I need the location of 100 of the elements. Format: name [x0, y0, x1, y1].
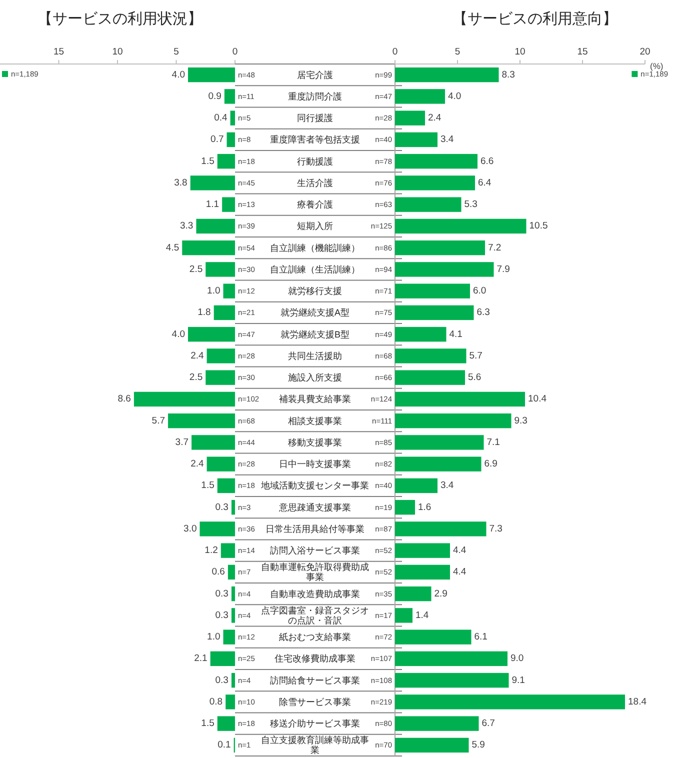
x-tick-label: 10	[112, 46, 123, 58]
data-label: 7.1	[486, 436, 500, 448]
data-label: 5.3	[464, 199, 478, 210]
category-label: 住宅改修費助成事業	[274, 654, 356, 664]
data-label: 0.1	[218, 740, 231, 751]
x-tick-label: 5	[454, 46, 460, 58]
category-label: 移動支援事業	[288, 437, 342, 448]
category-label: 訪問給食サービス事業	[270, 675, 360, 686]
data-label: 1.2	[204, 545, 218, 556]
category-label: 補装具費支給事業	[279, 394, 351, 404]
data-label: 3.4	[440, 480, 454, 492]
data-label: 7.9	[496, 264, 510, 275]
data-label: 0.4	[214, 112, 228, 124]
data-label: 2.5	[189, 264, 203, 275]
data-label: 1.0	[207, 286, 220, 297]
x-tick-label: 0	[392, 46, 398, 58]
title: 【サービスの利用意向】	[452, 10, 618, 28]
data-label: 1.4	[416, 610, 429, 621]
category-label: 移送介助サービス事業	[270, 718, 360, 729]
data-label: 2.1	[194, 653, 208, 664]
data-label: 8.6	[118, 394, 131, 405]
data-label: 0.6	[212, 566, 225, 578]
data-label: 9.3	[514, 415, 528, 426]
data-label: 6.7	[482, 718, 495, 730]
data-label: 2.9	[434, 588, 448, 600]
data-label: 3.7	[175, 436, 189, 448]
category-label: 訪問入浴サービス事業	[270, 546, 360, 556]
data-label: 1.6	[418, 502, 432, 513]
category-label: 日常生活用具給付等事業	[266, 524, 364, 534]
data-label: 9.0	[510, 653, 524, 664]
data-label: 3.4	[440, 134, 454, 146]
data-label: 0.3	[215, 502, 228, 513]
data-label: 2.4	[428, 112, 442, 124]
category-label: 自立訓練（生活訓練）	[270, 264, 360, 274]
category-label: 紙おむつ支給事業	[279, 632, 351, 642]
category-label: 生活介護	[297, 178, 333, 188]
category-label: 自動車改造費助成事業	[270, 588, 360, 599]
data-label: 6.1	[474, 632, 488, 643]
data-label: 2.4	[190, 350, 204, 362]
category-label: 就労継続支援B型	[280, 329, 350, 340]
data-label: 6.4	[478, 177, 492, 188]
x-tick-label: 5	[174, 46, 179, 58]
data-label: 1.8	[198, 307, 211, 318]
data-label: 0.9	[208, 90, 222, 102]
data-label: 1.5	[201, 718, 214, 730]
data-label: 10.4	[528, 394, 546, 405]
data-label: 0.3	[215, 588, 228, 600]
category-label: 短期入所	[297, 221, 333, 232]
data-label: 4.0	[172, 69, 185, 80]
category-label: 居宅介護	[297, 70, 333, 80]
data-label: 3.8	[174, 177, 188, 188]
category-label: 点字図書室・録音スタジオの点訳・音訳	[261, 605, 369, 626]
data-label: 1.5	[201, 156, 214, 167]
data-label: 0.3	[215, 610, 228, 621]
category-label: 療養介護	[297, 200, 333, 210]
data-label: 8.3	[502, 69, 515, 80]
data-label: 3.0	[184, 523, 197, 534]
data-label: 1.5	[201, 480, 214, 492]
x-axis-title: (%)	[650, 61, 664, 71]
data-label: 4.0	[172, 328, 185, 340]
data-label: 4.4	[453, 545, 466, 556]
title: 【サービスの利用状況】	[38, 10, 202, 28]
x-tick-label: 10	[514, 46, 526, 58]
data-label: 7.3	[489, 523, 502, 534]
data-label: 1.1	[206, 199, 220, 210]
category-label: 共同生活援助	[288, 350, 342, 361]
category-label: 地域活動支援センター事業	[261, 480, 369, 491]
category-label: 就労移行支援	[288, 286, 342, 296]
data-label: 9.1	[512, 674, 525, 686]
data-label: 18.4	[628, 696, 646, 708]
x-tick-label: 15	[577, 46, 588, 58]
data-label: 0.7	[210, 134, 224, 146]
data-label: 3.3	[180, 220, 194, 232]
x-tick-label: 0	[232, 46, 238, 58]
data-label: 6.0	[473, 286, 486, 297]
data-label: 4.4	[453, 566, 466, 578]
category-label: 相談支援事業	[288, 416, 342, 426]
category-label: 施設入所支援	[288, 372, 342, 383]
data-label: 0.8	[209, 696, 223, 708]
data-label: 6.9	[484, 458, 498, 470]
data-label: 4.5	[166, 242, 180, 254]
data-label: 5.7	[152, 415, 166, 426]
data-label: 2.4	[190, 458, 204, 470]
data-label: 2.5	[189, 372, 203, 384]
data-label: 5.9	[472, 740, 485, 751]
data-label: 6.3	[476, 307, 490, 318]
category-label: 日中一時支援事業	[279, 459, 351, 470]
category-label: 行動援護	[297, 156, 333, 166]
data-label: 0.3	[215, 674, 228, 686]
category-label: 自立支援教育訓練等助成事業	[261, 735, 369, 756]
data-label: 4.0	[448, 90, 462, 102]
data-label: 5.7	[469, 350, 482, 362]
data-label: 4.1	[449, 328, 462, 340]
category-label: 就労継続支援A型	[280, 308, 350, 318]
data-label: 10.5	[529, 220, 548, 232]
x-tick-label: 20	[640, 46, 650, 58]
data-label: 6.6	[480, 156, 494, 167]
data-label: 7.2	[488, 242, 502, 254]
category-label: 除雪サービス事業	[279, 696, 351, 707]
data-label: 5.6	[468, 372, 482, 384]
